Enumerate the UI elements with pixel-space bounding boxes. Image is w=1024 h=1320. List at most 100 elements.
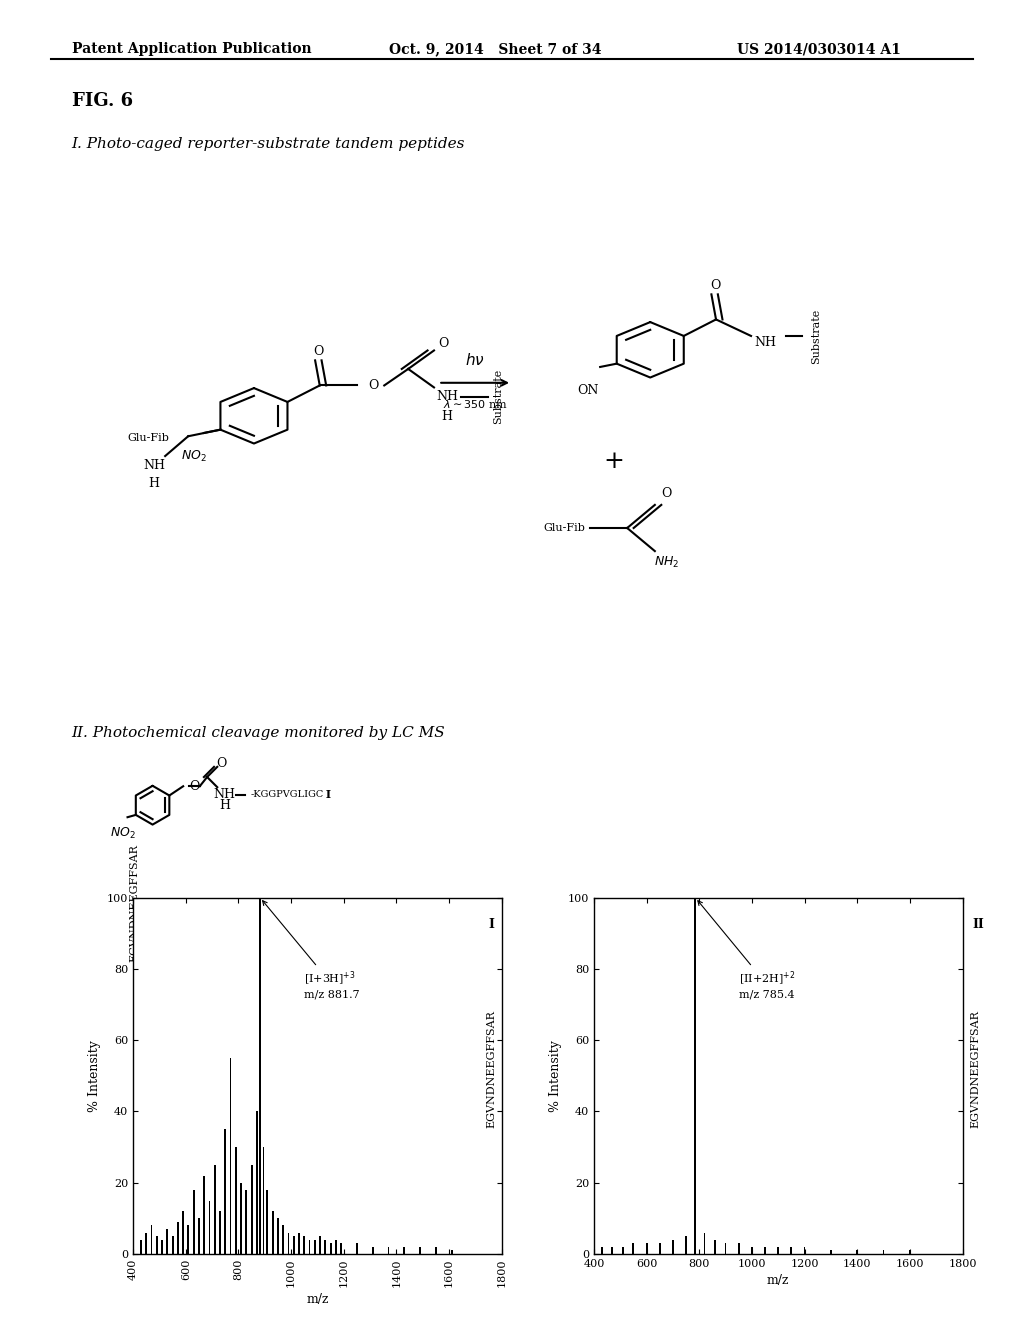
- Text: O: O: [662, 487, 672, 500]
- Bar: [193, 1189, 195, 1254]
- Bar: [314, 1239, 315, 1254]
- Text: Glu-Fib: Glu-Fib: [544, 523, 586, 533]
- Bar: [330, 1243, 332, 1254]
- Bar: [633, 1243, 634, 1254]
- Text: [I+3H]$^{+3}$
m/z 881.7: [I+3H]$^{+3}$ m/z 881.7: [262, 900, 359, 999]
- Bar: [256, 1111, 258, 1254]
- Text: FIG. 6: FIG. 6: [72, 92, 133, 111]
- Bar: [262, 1147, 264, 1254]
- Bar: [601, 1247, 603, 1254]
- Bar: [435, 1247, 437, 1254]
- Bar: [145, 1233, 147, 1254]
- Bar: [234, 1147, 237, 1254]
- Bar: [271, 1212, 273, 1254]
- Bar: [214, 1164, 216, 1254]
- Bar: [804, 1247, 806, 1254]
- Bar: [298, 1233, 300, 1254]
- Bar: [182, 1212, 184, 1254]
- Bar: [246, 1189, 247, 1254]
- Text: $h\nu$: $h\nu$: [465, 351, 485, 368]
- Bar: [388, 1247, 389, 1254]
- Bar: [340, 1243, 342, 1254]
- Text: H: H: [441, 411, 453, 422]
- Bar: [419, 1247, 421, 1254]
- Bar: [403, 1247, 406, 1254]
- Text: EGVNDNEEGFFSAR: EGVNDNEEGFFSAR: [129, 845, 139, 962]
- Text: NH: NH: [143, 459, 165, 473]
- Bar: [777, 1247, 779, 1254]
- Bar: [703, 1233, 706, 1254]
- Bar: [694, 898, 696, 1254]
- Bar: [325, 1239, 327, 1254]
- Bar: [451, 1250, 453, 1254]
- Text: O: O: [710, 279, 720, 292]
- Text: EGVNDNEEGFFSAR: EGVNDNEEGFFSAR: [486, 1010, 497, 1129]
- Bar: [156, 1236, 158, 1254]
- Text: O: O: [189, 780, 200, 793]
- Text: II. Photochemical cleavage monitored by LC MS: II. Photochemical cleavage monitored by …: [72, 726, 445, 741]
- Bar: [303, 1236, 305, 1254]
- Text: +: +: [603, 450, 624, 474]
- Bar: [791, 1247, 793, 1254]
- Bar: [229, 1059, 231, 1254]
- Text: Patent Application Publication: Patent Application Publication: [72, 42, 311, 57]
- Text: O: O: [438, 338, 449, 350]
- Bar: [209, 1201, 210, 1254]
- Text: Substrate: Substrate: [493, 370, 503, 424]
- Bar: [658, 1243, 660, 1254]
- Text: I: I: [488, 917, 495, 931]
- Bar: [764, 1247, 766, 1254]
- Bar: [161, 1239, 163, 1254]
- Bar: [319, 1236, 321, 1254]
- Bar: [725, 1243, 726, 1254]
- Text: O: O: [368, 379, 379, 392]
- Bar: [288, 1233, 290, 1254]
- Bar: [151, 1225, 153, 1254]
- Text: H: H: [219, 799, 230, 812]
- Text: O: O: [216, 756, 226, 770]
- Text: Substrate: Substrate: [811, 309, 821, 363]
- Bar: [167, 1229, 168, 1254]
- Bar: [883, 1250, 885, 1254]
- Text: EGVNDNEEGFFSAR: EGVNDNEEGFFSAR: [971, 1010, 981, 1129]
- Bar: [278, 1218, 279, 1254]
- Text: NH: NH: [214, 788, 236, 801]
- Text: $NH_2$: $NH_2$: [654, 554, 680, 570]
- Text: ON: ON: [577, 384, 598, 397]
- Text: NH: NH: [754, 337, 776, 348]
- Text: Oct. 9, 2014   Sheet 7 of 34: Oct. 9, 2014 Sheet 7 of 34: [389, 42, 602, 57]
- Bar: [224, 1129, 226, 1254]
- Bar: [198, 1218, 200, 1254]
- Text: O: O: [313, 345, 324, 358]
- Y-axis label: % Intensity: % Intensity: [88, 1040, 101, 1111]
- Text: -KGGPVGLIGC: -KGGPVGLIGC: [251, 791, 325, 799]
- Bar: [172, 1236, 173, 1254]
- Bar: [738, 1243, 739, 1254]
- Text: $\lambda \sim 350$ nm: $\lambda \sim 350$ nm: [442, 397, 508, 411]
- Bar: [685, 1236, 687, 1254]
- Bar: [335, 1239, 337, 1254]
- Text: NH: NH: [436, 391, 458, 403]
- Bar: [259, 898, 261, 1254]
- Bar: [672, 1239, 674, 1254]
- Text: $NO_2$: $NO_2$: [181, 449, 207, 465]
- Text: US 2014/0303014 A1: US 2014/0303014 A1: [737, 42, 901, 57]
- Bar: [308, 1239, 310, 1254]
- Bar: [241, 1183, 242, 1254]
- Bar: [909, 1250, 910, 1254]
- Text: I. Photo-caged reporter-substrate tandem peptides: I. Photo-caged reporter-substrate tandem…: [72, 137, 465, 152]
- Bar: [372, 1247, 374, 1254]
- Bar: [856, 1250, 858, 1254]
- Text: II: II: [972, 917, 984, 931]
- Text: Glu-Fib: Glu-Fib: [128, 433, 170, 442]
- Bar: [751, 1247, 753, 1254]
- Text: H: H: [148, 478, 160, 490]
- Bar: [611, 1247, 613, 1254]
- Bar: [219, 1212, 221, 1254]
- X-axis label: m/z: m/z: [767, 1274, 790, 1287]
- Bar: [251, 1164, 253, 1254]
- Text: I: I: [323, 789, 332, 800]
- Bar: [283, 1225, 284, 1254]
- Text: [II+2H]$^{+2}$
m/z 785.4: [II+2H]$^{+2}$ m/z 785.4: [697, 900, 795, 999]
- Bar: [714, 1239, 716, 1254]
